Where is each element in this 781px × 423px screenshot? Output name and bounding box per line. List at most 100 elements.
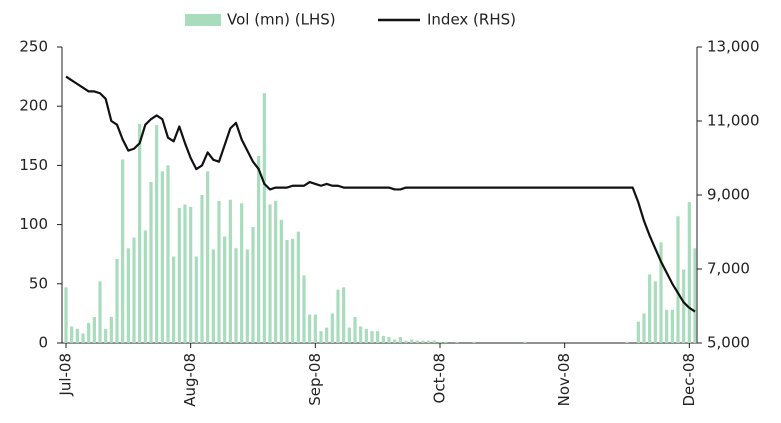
- bar: [410, 339, 413, 343]
- bar: [382, 336, 385, 343]
- bar: [325, 328, 328, 343]
- bar: [178, 208, 181, 343]
- bar: [404, 341, 407, 343]
- bar: [393, 339, 396, 343]
- bar: [115, 259, 118, 343]
- y2-tick-label: 13,000: [707, 38, 760, 56]
- bar: [523, 342, 526, 343]
- y-tick-label: 150: [19, 156, 48, 174]
- bar: [671, 310, 674, 343]
- y-tick-label: 0: [38, 334, 48, 352]
- bar: [654, 281, 657, 343]
- bar: [365, 329, 368, 343]
- bar: [297, 232, 300, 343]
- bar: [648, 274, 651, 343]
- bar: [127, 248, 130, 343]
- bar: [246, 249, 249, 343]
- bar: [376, 331, 379, 343]
- bar: [472, 342, 475, 343]
- bar: [421, 341, 424, 343]
- bar: [251, 227, 254, 343]
- bar: [132, 238, 135, 343]
- bar: [229, 200, 232, 343]
- bar: [693, 248, 696, 343]
- bar: [682, 270, 685, 343]
- x-tick-label: Jul-08: [57, 353, 75, 397]
- bar: [200, 195, 203, 343]
- x-tick-label: Aug-08: [181, 353, 199, 407]
- bar: [76, 329, 79, 343]
- bar: [302, 276, 305, 343]
- bar: [161, 171, 164, 343]
- bar: [314, 315, 317, 343]
- bar: [155, 125, 158, 343]
- bar: [688, 202, 691, 343]
- bar: [416, 341, 419, 343]
- bar: [172, 257, 175, 343]
- bar: [625, 342, 628, 343]
- bar: [642, 313, 645, 343]
- bar: [438, 342, 441, 343]
- bar: [399, 337, 402, 343]
- bar: [87, 323, 90, 343]
- bar: [223, 236, 226, 343]
- y2-tick-label: 9,000: [707, 186, 750, 204]
- bar: [291, 239, 294, 343]
- bar: [387, 337, 390, 343]
- bar: [342, 287, 345, 343]
- bar: [676, 216, 679, 343]
- bar: [370, 331, 373, 343]
- bar: [637, 322, 640, 343]
- x-tick-label: Dec-08: [680, 353, 698, 407]
- bar: [280, 220, 283, 343]
- bar: [263, 93, 266, 343]
- chart: 0 50 100 150 200 250 5,000 7,000 9,000 11,000 13,0…: [0, 0, 781, 423]
- x-tick-label: Oct-08: [431, 353, 449, 403]
- bar: [212, 249, 215, 343]
- y-tick-label: 100: [19, 215, 48, 233]
- bar: [285, 240, 288, 343]
- bar: [455, 342, 458, 343]
- bar: [240, 203, 243, 343]
- y-tick-label: 200: [19, 97, 48, 115]
- x-tick-label: Sep-08: [306, 353, 324, 406]
- bar: [359, 326, 362, 343]
- bar: [665, 310, 668, 343]
- bar: [110, 317, 113, 343]
- y2-tick-label: 11,000: [707, 112, 760, 130]
- bar: [217, 201, 220, 343]
- bar: [81, 334, 84, 343]
- bar: [336, 290, 339, 343]
- bar: [348, 328, 351, 343]
- bar: [268, 204, 271, 343]
- bar: [93, 317, 96, 343]
- bar: [234, 248, 237, 343]
- bar: [195, 257, 198, 343]
- bar: [149, 182, 152, 343]
- index-line: [66, 77, 695, 312]
- bar: [433, 341, 436, 343]
- legend-label: Index (RHS): [427, 11, 516, 29]
- y-tick-label: 50: [29, 274, 48, 292]
- bar: [138, 124, 141, 343]
- y2-tick-label: 5,000: [707, 334, 750, 352]
- x-tick-label: Nov-08: [555, 353, 573, 406]
- bar: [444, 342, 447, 343]
- legend-swatch: [185, 14, 221, 26]
- bar: [64, 287, 67, 343]
- bar: [189, 207, 192, 343]
- bar: [183, 204, 186, 343]
- bar: [274, 201, 277, 343]
- bar: [319, 331, 322, 343]
- bar: [206, 171, 209, 343]
- bar: [98, 281, 101, 343]
- bar: [70, 326, 73, 343]
- legend-label: Vol (mn) (LHS): [227, 11, 336, 29]
- bar: [144, 231, 147, 343]
- bar: [121, 159, 124, 343]
- bar: [353, 317, 356, 343]
- y-tick-label: 250: [19, 38, 48, 56]
- bar: [166, 165, 169, 343]
- y2-tick-label: 7,000: [707, 260, 750, 278]
- bar: [257, 156, 260, 343]
